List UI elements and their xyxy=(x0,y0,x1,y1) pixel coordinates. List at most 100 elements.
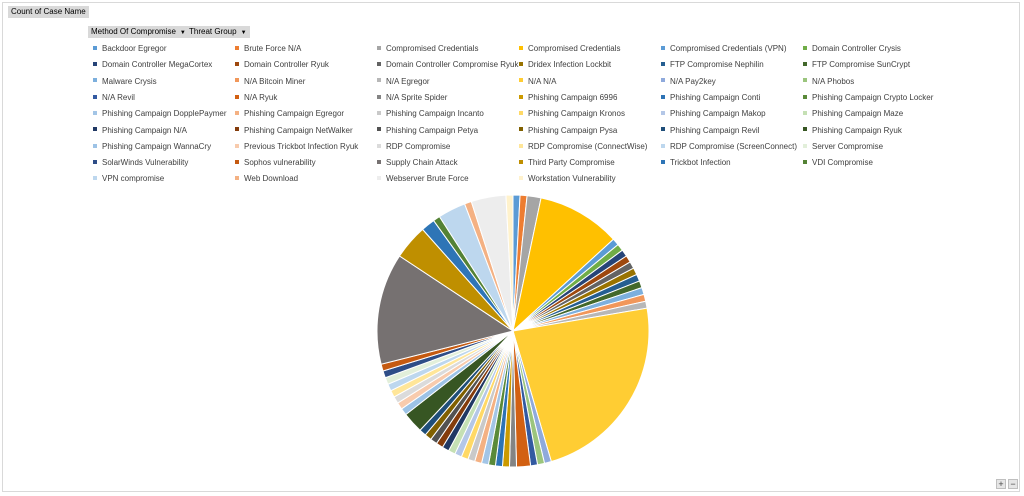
legend-swatch xyxy=(803,111,807,116)
legend-item[interactable]: RDP Compromise xyxy=(377,141,450,153)
legend-item[interactable]: Backdoor Egregor xyxy=(93,43,166,55)
legend-item[interactable]: Phishing Campaign Maze xyxy=(803,108,903,120)
legend-swatch xyxy=(235,78,239,83)
legend-item[interactable]: N/A Egregor xyxy=(377,76,430,88)
legend-swatch xyxy=(519,159,523,164)
legend-swatch xyxy=(93,159,97,164)
legend-label: Phishing Campaign Makop xyxy=(670,109,766,119)
row-field-button-method[interactable]: Method Of Compromise ▼ xyxy=(88,26,189,38)
legend-item[interactable]: RDP Compromise (ScreenConnect) xyxy=(661,141,797,153)
legend-label: N/A N/A xyxy=(528,76,557,86)
dropdown-arrow-icon[interactable]: ▼ xyxy=(179,30,186,36)
legend-item[interactable]: Phishing Campaign Kronos xyxy=(519,108,625,120)
legend-item[interactable]: Domain Controller Ryuk xyxy=(235,59,329,71)
legend-item[interactable]: RDP Compromise (ConnectWise) xyxy=(519,141,647,153)
legend-item[interactable]: Compromised Credentials xyxy=(519,43,620,55)
legend-swatch xyxy=(519,45,523,50)
legend-label: N/A Phobos xyxy=(812,76,855,86)
legend-item[interactable]: Domain Controller Crysis xyxy=(803,43,901,55)
legend-item[interactable]: Domain Controller MegaCortex xyxy=(93,59,212,71)
legend-item[interactable]: Supply Chain Attack xyxy=(377,157,458,169)
legend-item[interactable]: Third Party Compromise xyxy=(519,157,615,169)
legend-item[interactable]: Malware Crysis xyxy=(93,76,157,88)
legend-item[interactable]: VDI Compromise xyxy=(803,157,873,169)
pie-slice[interactable] xyxy=(505,194,514,332)
legend-item[interactable]: N/A Sprite Spider xyxy=(377,92,447,104)
legend-swatch xyxy=(519,62,523,67)
dropdown-arrow-icon[interactable]: ▼ xyxy=(240,30,247,36)
legend-item[interactable]: Dridex Infection Lockbit xyxy=(519,59,611,71)
legend-item[interactable]: Phishing Campaign N/A xyxy=(93,125,187,137)
legend-label: Phishing Campaign Incanto xyxy=(386,109,484,119)
legend-swatch xyxy=(93,45,97,50)
legend-item[interactable]: Phishing Campaign Incanto xyxy=(377,108,484,120)
pie-slice[interactable] xyxy=(376,255,515,365)
pie-slice[interactable] xyxy=(512,197,615,333)
legend-item[interactable]: N/A Ryuk xyxy=(235,92,277,104)
value-field-button[interactable]: Count of Case Name xyxy=(8,6,89,18)
legend-item[interactable]: Phishing Campaign NetWalker xyxy=(235,125,353,137)
legend-item[interactable]: Phishing Campaign WannaCry xyxy=(93,141,211,153)
legend-item[interactable]: Phishing Campaign Pysa xyxy=(519,125,617,137)
legend-swatch xyxy=(519,143,523,148)
legend-item[interactable]: Phishing Campaign Petya xyxy=(377,125,478,137)
legend-swatch xyxy=(803,62,807,67)
legend-item[interactable]: Phishing Campaign Ryuk xyxy=(803,125,902,137)
legend-swatch xyxy=(93,143,97,148)
legend-item[interactable]: Previous Trickbot Infection Ryuk xyxy=(235,141,358,153)
legend-swatch xyxy=(377,159,381,164)
row-field-button-threat[interactable]: Threat Group ▼ xyxy=(186,26,250,38)
legend-swatch xyxy=(803,45,807,50)
legend-label: Backdoor Egregor xyxy=(102,44,167,53)
legend-item[interactable]: N/A Pay2key xyxy=(661,76,716,88)
legend-item[interactable]: VPN compromise xyxy=(93,173,164,185)
legend-item[interactable]: N/A N/A xyxy=(519,76,556,88)
legend-item[interactable]: Phishing Campaign 6996 xyxy=(519,92,617,104)
row-field-label-method: Method Of Compromise xyxy=(91,27,176,36)
legend-item[interactable]: N/A Revil xyxy=(93,92,135,104)
legend-label: N/A Ryuk xyxy=(244,92,278,102)
legend-item[interactable]: Compromised Credentials xyxy=(377,43,478,55)
legend-swatch xyxy=(803,159,807,164)
legend-item[interactable]: Webserver Brute Force xyxy=(377,173,469,185)
legend-swatch xyxy=(803,78,807,83)
legend-item[interactable]: Trickbot Infection xyxy=(661,157,731,169)
legend-label: Trickbot Infection xyxy=(670,158,731,168)
zoom-in-button[interactable]: + xyxy=(996,479,1006,489)
legend-item[interactable]: FTP Compromise Nephilin xyxy=(661,59,764,71)
legend-item[interactable]: Phishing Campaign Egregor xyxy=(235,108,344,120)
legend-item[interactable]: Compromised Credentials (VPN) xyxy=(661,43,786,55)
legend-item[interactable]: N/A Bitcoin Miner xyxy=(235,76,305,88)
legend-label: Brute Force N/A xyxy=(244,44,302,53)
legend-label: FTP Compromise Nephilin xyxy=(670,60,764,70)
legend-item[interactable]: Phishing Campaign DopplePaymer xyxy=(93,108,227,120)
legend-label: Previous Trickbot Infection Ryuk xyxy=(244,141,359,151)
legend-item[interactable]: Server Compromise xyxy=(803,141,883,153)
legend-item[interactable]: Sophos vulnerability xyxy=(235,157,316,169)
legend-swatch xyxy=(661,62,665,67)
legend-item[interactable]: Phishing Campaign Makop xyxy=(661,108,766,120)
pie-slice[interactable] xyxy=(512,307,650,463)
legend-item[interactable]: FTP Compromise SunCrypt xyxy=(803,59,910,71)
legend-item[interactable]: Phishing Campaign Conti xyxy=(661,92,760,104)
legend-item[interactable]: Brute Force N/A xyxy=(235,43,301,55)
pie-chart xyxy=(376,194,650,468)
legend-label: N/A Egregor xyxy=(386,76,430,86)
row-field-label-threat: Threat Group xyxy=(189,27,237,36)
legend-swatch xyxy=(235,143,239,148)
legend-item[interactable]: Phishing Campaign Revil xyxy=(661,125,759,137)
legend-item[interactable]: Phishing Campaign Crypto Locker xyxy=(803,92,933,104)
legend-swatch xyxy=(803,94,807,99)
legend-label: Compromised Credentials xyxy=(528,44,621,53)
legend-swatch xyxy=(235,45,239,50)
legend-item[interactable]: SolarWinds Vulnerability xyxy=(93,157,188,169)
legend-label: Compromised Credentials xyxy=(386,44,479,53)
legend-swatch xyxy=(661,78,665,83)
legend-item[interactable]: N/A Phobos xyxy=(803,76,854,88)
legend-item[interactable]: Workstation Vulnerability xyxy=(519,173,616,185)
legend-label: Phishing Campaign Crypto Locker xyxy=(812,92,934,102)
zoom-out-button[interactable]: − xyxy=(1008,479,1018,489)
legend-item[interactable]: Web Download xyxy=(235,173,298,185)
legend-item[interactable]: Domain Controller Compromise Ryuk xyxy=(377,59,518,71)
